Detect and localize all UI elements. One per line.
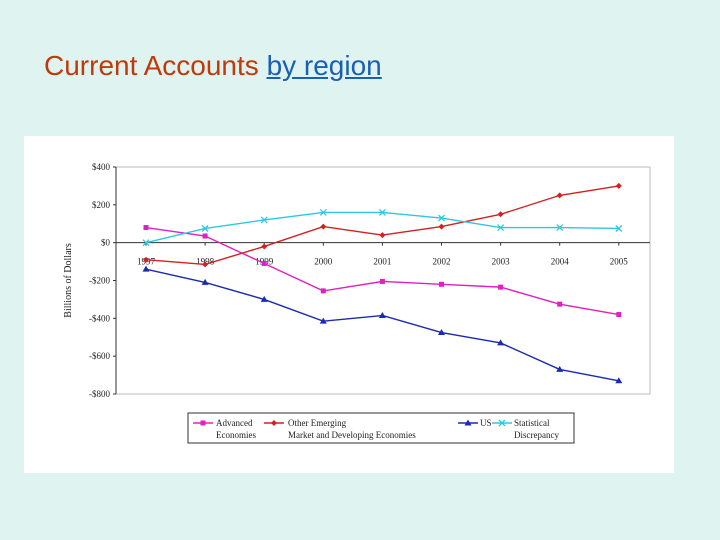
x-tick-label: 2005 bbox=[610, 257, 629, 267]
legend-label-line2: Discrepancy bbox=[514, 430, 559, 440]
y-axis-title: Billions of Dollars bbox=[63, 243, 74, 318]
series-0-point bbox=[557, 301, 563, 307]
series-2-point bbox=[201, 278, 209, 285]
y-tick-label: -$800 bbox=[89, 389, 110, 399]
series-1-point bbox=[556, 192, 563, 199]
series-line-0 bbox=[145, 226, 619, 316]
legend-label: US bbox=[480, 418, 492, 428]
series-1-point bbox=[497, 211, 504, 218]
x-tick-label: 2000 bbox=[314, 257, 333, 267]
legend-marker bbox=[271, 420, 277, 426]
series-2-point bbox=[615, 377, 623, 384]
marker-stroke bbox=[556, 224, 564, 231]
y-tick-label: -$200 bbox=[89, 276, 110, 286]
legend-box bbox=[187, 412, 575, 444]
series-1-point bbox=[261, 243, 268, 250]
series-2-point bbox=[438, 329, 445, 336]
slide-title-link[interactable]: by region bbox=[266, 50, 382, 81]
series-2-point bbox=[556, 365, 564, 372]
y-tick-label: $0 bbox=[101, 238, 111, 248]
marker-stroke bbox=[201, 225, 209, 232]
x-tick-label: 2003 bbox=[492, 257, 511, 267]
series-3-point bbox=[497, 224, 505, 231]
marker-stroke bbox=[319, 208, 327, 216]
series-line-2 bbox=[145, 268, 619, 382]
series-2-point bbox=[497, 339, 505, 346]
series-2-point bbox=[378, 311, 386, 318]
y-tick-label: -$400 bbox=[89, 313, 110, 323]
legend-marker bbox=[498, 419, 506, 427]
legend-marker bbox=[464, 419, 472, 426]
series-line-3 bbox=[145, 211, 619, 244]
series-0-point bbox=[261, 260, 267, 266]
legend-label-line2: Market and Developing Economies bbox=[288, 430, 416, 440]
series-3-point bbox=[319, 208, 327, 216]
series-3-point bbox=[438, 214, 445, 222]
series-1-point bbox=[320, 223, 327, 230]
series-0-point bbox=[202, 233, 208, 239]
marker-stroke bbox=[498, 419, 506, 427]
series-0-point bbox=[439, 281, 444, 287]
marker-stroke bbox=[260, 216, 268, 224]
marker-stroke bbox=[497, 224, 505, 231]
series-0-point bbox=[143, 225, 149, 231]
series-3-point bbox=[260, 216, 268, 224]
series-0-point bbox=[498, 284, 504, 290]
legend-marker bbox=[200, 420, 206, 426]
x-tick-label: 2001 bbox=[373, 257, 391, 267]
marker-stroke bbox=[378, 208, 386, 216]
line-chart: $400 $200 $0 -$200 -$400 -$600 -$800 Billions o… bbox=[63, 162, 651, 444]
marker-stroke bbox=[142, 239, 150, 247]
series-3-point bbox=[556, 224, 564, 231]
slide-title: Current Accounts by region bbox=[44, 50, 382, 82]
marker-stroke bbox=[615, 225, 623, 232]
legend-label: Advanced bbox=[216, 418, 253, 428]
series-3-point bbox=[378, 208, 386, 216]
series-3-point bbox=[201, 225, 209, 232]
series-2-point bbox=[260, 295, 268, 302]
series-1-point bbox=[615, 182, 622, 189]
series-1-point bbox=[379, 232, 386, 239]
legend-label-line2: Economies bbox=[216, 430, 256, 440]
series-3-point bbox=[142, 239, 150, 247]
y-tick-label: $400 bbox=[92, 162, 111, 172]
series-2-point bbox=[319, 317, 327, 324]
series-0-point bbox=[320, 288, 326, 294]
legend-label: Other Emerging bbox=[288, 418, 347, 428]
x-tick-label: 2002 bbox=[433, 257, 451, 267]
series-0-point bbox=[616, 312, 622, 318]
series-2-point bbox=[142, 265, 150, 272]
series-1-point bbox=[143, 256, 149, 263]
y-tick-label: -$600 bbox=[89, 351, 110, 361]
chart-panel: $400 $200 $0 -$200 -$400 -$600 -$800 Billions o… bbox=[24, 136, 674, 473]
x-tick-label: 2004 bbox=[551, 257, 570, 267]
slide-title-text: Current Accounts bbox=[44, 50, 259, 81]
series-0-point bbox=[379, 278, 385, 284]
series-line-1 bbox=[145, 185, 619, 266]
series-3-point bbox=[615, 225, 623, 232]
series-1-point bbox=[202, 261, 209, 268]
legend-label: Statistical bbox=[514, 418, 550, 428]
series-1-point bbox=[438, 223, 445, 230]
y-tick-label: $200 bbox=[92, 200, 111, 210]
x-tick-label: 1998 bbox=[196, 257, 215, 267]
marker-stroke bbox=[438, 214, 445, 222]
